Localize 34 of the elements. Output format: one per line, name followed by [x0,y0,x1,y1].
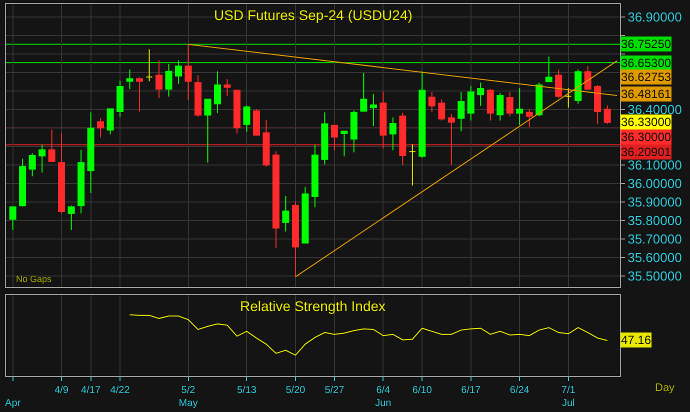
ref-line-label: 36.75250 [621,37,672,51]
text: 36.33000 [621,115,672,129]
ref-line-label: 36.65300 [621,56,672,70]
y-tick-label: 35.60000 [628,250,682,265]
text: Day [655,382,676,394]
x-tick-label: 5/20 [286,385,306,396]
x-tick-label: 4/9 [54,385,69,396]
y-tick-label: 35.80000 [628,212,682,228]
x-tick-label: 5/27 [324,385,345,396]
annotation: 47.16 [621,333,652,347]
x-tick-label: 4/17 [81,385,101,396]
x-tick-label: 5/13 [236,385,257,396]
ref-line-label: 36.30000 [621,130,672,144]
y-tick-label: 35.50000 [628,268,682,284]
chart-title: USD Futures Sep-24 (USDU24) [214,7,412,23]
annotation: No Gaps [16,274,52,284]
data-label: 36.48161 [621,87,672,101]
y-tick-label: 35.90000 [628,194,682,210]
x-tick-label: 7/1 Jul [561,385,576,409]
x-tick-label: 6/17 [461,385,482,396]
y-tick-label: 36.90000 [628,10,682,24]
x-tick-label: 4/22 [110,385,130,396]
data-label: 36.62753 [621,70,672,84]
x-tick-label: 6/4 Jun [375,385,392,409]
y-tick-label: 36.00000 [628,176,682,191]
y-tick-label: 35.70000 [628,231,682,246]
ref-line-label: 36.20901 [621,145,672,159]
x-tick-label: 5/2 May [178,385,198,409]
y-tick-label: 36.10000 [628,157,682,172]
x-tick-label: Apr [5,398,22,409]
x-tick-label: 6/10 [412,385,432,396]
y-tick-label: 36.40000 [628,102,682,117]
x-tick-label: 6/24 [510,385,530,396]
chart-title: Relative Strength Index [240,298,386,314]
